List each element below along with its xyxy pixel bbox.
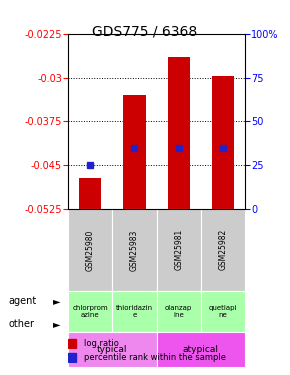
Text: GSM25980: GSM25980 bbox=[86, 229, 95, 270]
Text: GSM25982: GSM25982 bbox=[218, 229, 227, 270]
Bar bbox=[124, 95, 146, 209]
Text: percentile rank within the sample: percentile rank within the sample bbox=[84, 353, 226, 362]
Text: chlorprom
azine: chlorprom azine bbox=[72, 305, 108, 318]
Bar bbox=[68, 339, 76, 348]
Bar bbox=[112, 209, 157, 291]
Bar bbox=[112, 291, 157, 332]
Text: thioridazin
e: thioridazin e bbox=[116, 305, 153, 318]
Text: GSM25983: GSM25983 bbox=[130, 229, 139, 270]
Bar bbox=[168, 57, 190, 209]
Text: other: other bbox=[9, 320, 35, 329]
Bar bbox=[68, 209, 112, 291]
Text: atypical: atypical bbox=[183, 345, 219, 354]
Bar bbox=[68, 332, 157, 368]
Bar bbox=[79, 178, 101, 209]
Text: quetiapi
ne: quetiapi ne bbox=[209, 305, 237, 318]
Text: ►: ► bbox=[53, 296, 60, 306]
Bar bbox=[157, 291, 201, 332]
Text: log ratio: log ratio bbox=[84, 339, 119, 348]
Text: GDS775 / 6368: GDS775 / 6368 bbox=[93, 24, 197, 38]
Bar bbox=[212, 76, 234, 209]
Text: GSM25981: GSM25981 bbox=[174, 229, 183, 270]
Bar bbox=[201, 209, 245, 291]
Bar bbox=[157, 332, 245, 368]
Bar bbox=[68, 291, 112, 332]
Text: ►: ► bbox=[53, 320, 60, 329]
Bar bbox=[157, 209, 201, 291]
Bar bbox=[68, 353, 76, 362]
Text: typical: typical bbox=[97, 345, 128, 354]
Text: olanzap
ine: olanzap ine bbox=[165, 305, 192, 318]
Bar bbox=[201, 291, 245, 332]
Text: agent: agent bbox=[9, 296, 37, 306]
